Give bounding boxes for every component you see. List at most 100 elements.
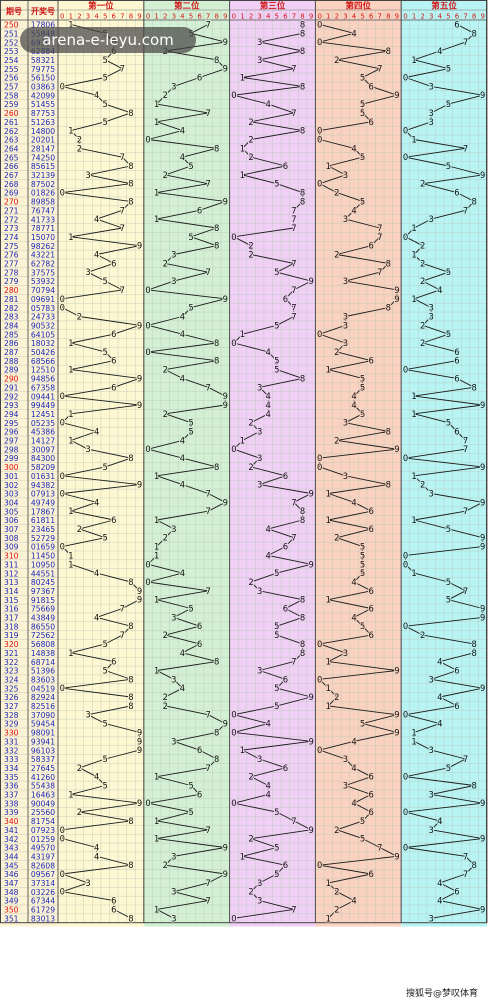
period-label: 263	[4, 136, 19, 145]
trend-point: 7	[463, 444, 468, 454]
watermark-badge: arena-e-leyu.com	[20, 27, 196, 53]
draw-number: 49570	[31, 844, 55, 853]
trend-point: 4	[266, 409, 271, 419]
trend-point: 0	[145, 347, 150, 357]
trend-point: 0	[60, 683, 65, 693]
trend-point: 3	[257, 665, 262, 675]
trend-point: 8	[214, 55, 219, 65]
digit-header: 6	[283, 12, 288, 20]
trend-point: 0	[60, 81, 65, 91]
trend-point: 4	[180, 453, 185, 463]
digit-header: 5	[446, 12, 450, 20]
trend-point: 6	[283, 763, 288, 773]
trend-points: 1566575045851227838087471946357002961561…	[59, 18, 487, 924]
draw-number: 58321	[31, 56, 55, 65]
trend-point: 5	[360, 73, 365, 83]
trend-point: 9	[308, 825, 313, 835]
trend-point: 4	[351, 736, 356, 746]
trend-point: 3	[257, 427, 262, 437]
trend-point: 0	[317, 329, 322, 339]
trend-point: 9	[394, 851, 399, 861]
trend-point: 1	[326, 161, 331, 171]
trend-point: 0	[403, 842, 408, 852]
trend-point: 8	[128, 674, 133, 684]
digit-header: 4	[438, 12, 443, 20]
digit-header: 5	[275, 12, 279, 20]
draw-number: 72562	[31, 631, 55, 640]
trend-point: 3	[429, 488, 434, 498]
trend-point: 7	[205, 763, 210, 773]
draw-number: 56150	[31, 74, 55, 83]
trend-point: 5	[360, 621, 365, 631]
trend-point: 2	[77, 311, 82, 321]
trend-point: 0	[317, 19, 322, 29]
period-label: 320	[4, 640, 19, 649]
draw-number: 83603	[31, 675, 55, 684]
trend-point: 5	[274, 701, 279, 711]
trend-point: 4	[351, 391, 356, 401]
draw-number: 09441	[31, 392, 55, 401]
digit-header: 2	[77, 12, 81, 20]
draw-number: 12451	[31, 410, 55, 419]
draw-number: 28147	[31, 144, 55, 153]
trend-point: 8	[386, 46, 391, 56]
trend-point: 2	[334, 347, 339, 357]
trend-point: 9	[223, 64, 228, 74]
trend-point: 1	[154, 772, 159, 782]
trend-point: 0	[60, 294, 65, 304]
trend-point: 2	[77, 807, 82, 817]
trend-point: 0	[231, 232, 236, 242]
trend-point: 4	[180, 435, 185, 445]
trend-point: 5	[274, 267, 279, 277]
period-label: 270	[4, 198, 19, 207]
period-label: 324	[4, 675, 19, 684]
trend-point: 4	[94, 772, 99, 782]
period-label: 257	[4, 83, 19, 92]
trend-point: 7	[291, 657, 296, 667]
period-label: 302	[4, 481, 19, 490]
trend-point: 0	[145, 559, 150, 569]
digit-header: 7	[206, 12, 210, 20]
trend-point: 6	[111, 382, 116, 392]
trend-point: 4	[437, 896, 442, 906]
trend-point: 6	[197, 745, 202, 755]
digit-header: 5	[189, 12, 193, 20]
trend-point: 8	[300, 639, 305, 649]
trend-point: 2	[334, 55, 339, 65]
trend-point: 8	[300, 648, 305, 658]
trend-point: 3	[257, 37, 262, 47]
trend-point: 2	[163, 701, 168, 711]
trend-point: 3	[429, 303, 434, 313]
trend-point: 0	[231, 444, 236, 454]
period-label: 337	[4, 791, 19, 800]
trend-point: 6	[368, 356, 373, 366]
trend-point: 8	[300, 595, 305, 605]
trend-point: 8	[128, 701, 133, 711]
trend-point: 5	[274, 179, 279, 189]
trend-point: 2	[163, 860, 168, 870]
draw-number: 04519	[31, 684, 55, 693]
trend-point: 1	[154, 471, 159, 481]
draw-number: 05783	[31, 304, 55, 313]
trend-point: 7	[291, 223, 296, 233]
period-label: 307	[4, 525, 19, 534]
trend-point: 5	[188, 161, 193, 171]
trend-point: 5	[103, 55, 108, 65]
trend-point: 9	[394, 710, 399, 720]
trend-point: 6	[368, 117, 373, 127]
period-label: 261	[4, 118, 19, 127]
period-label: 272	[4, 215, 19, 224]
draw-number: 87753	[31, 109, 55, 118]
period-label: 273	[4, 224, 19, 233]
trend-point: 6	[454, 701, 459, 711]
trend-point: 9	[308, 692, 313, 702]
period-label: 325	[4, 684, 19, 693]
trend-point: 8	[300, 506, 305, 516]
draw-number: 91815	[31, 596, 55, 605]
footer-bg	[0, 926, 491, 1002]
trend-point: 7	[205, 179, 210, 189]
trend-point: 5	[274, 621, 279, 631]
trend-point: 4	[351, 896, 356, 906]
trend-point: 3	[343, 320, 348, 330]
trend-point: 0	[145, 285, 150, 295]
